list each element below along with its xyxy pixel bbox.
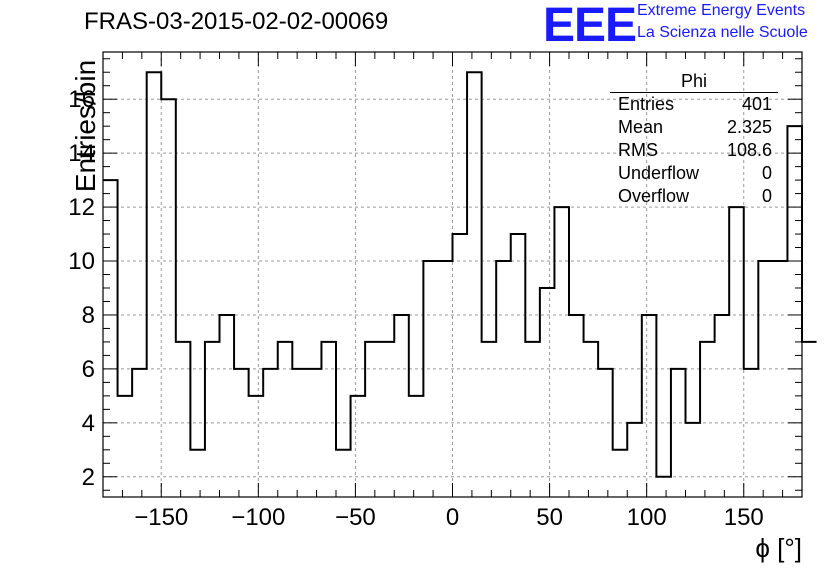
histogram-bin [103,180,118,497]
histogram-bin [394,315,409,497]
histogram-bin [569,315,584,497]
histogram-bin [686,423,701,497]
stats-value: 108.6 [726,140,772,160]
histogram-bin [584,342,599,497]
histogram-bin [627,423,642,497]
histogram-bin [249,396,264,497]
stats-row-mean: Mean 2.325 [610,116,778,139]
x-tick-label: −100 [231,504,285,531]
histogram-bin [758,261,773,497]
y-tick-label: 6 [82,356,95,383]
stats-box: Phi Entries 401 Mean 2.325 RMS 108.6 Und… [610,70,778,208]
logo-text-line2: La Scienza nelle Scuole [637,24,808,41]
histogram-bin [729,207,744,497]
histogram-bin [496,261,511,497]
y-tick-label: 14 [68,140,95,167]
chart-title: FRAS-03-2015-02-02-00069 [84,8,389,35]
stats-row-overflow: Overflow 0 [610,185,778,208]
stats-value: 0 [761,163,772,183]
histogram-bin [321,342,336,497]
stats-label: Mean [618,117,664,137]
histogram-bin [554,207,569,497]
histogram-bin [176,342,191,497]
histogram-bin [467,72,482,497]
histogram-bin [656,477,671,497]
histogram-bin [307,369,322,497]
histogram-bin [642,315,657,497]
histogram-outline [103,71,817,478]
x-tick-label: 0 [446,504,459,531]
x-axis-label: ϕ [°] [755,533,802,563]
histogram-bin [263,369,278,497]
histogram-bin [351,396,366,497]
x-tick-label: 150 [724,504,764,531]
histogram-bin [205,342,220,497]
histogram-bin [161,99,176,497]
x-tick-label: 50 [536,504,563,531]
histogram-bin [278,342,293,497]
histogram-bin [132,369,147,497]
x-tick-label: −150 [134,504,188,531]
y-tick-label: 12 [68,194,95,221]
histogram-bin [744,369,759,497]
histogram-bin [598,369,613,497]
stats-label: RMS [618,140,658,160]
stats-label: Entries [618,94,675,114]
histogram-bin [292,369,307,497]
histogram-bin [438,261,453,497]
histogram-bin [773,261,788,497]
y-tick-label: 10 [68,248,95,275]
histogram-bin [409,396,424,497]
y-tick-label: 2 [82,464,95,491]
histogram-bin [671,369,686,497]
histogram-bin [540,288,555,497]
x-tick-label: 100 [627,504,667,531]
y-tick-label: 4 [82,410,95,437]
histogram-bin [365,342,380,497]
stats-label: Underflow [618,163,700,183]
stats-value: 2.325 [726,117,772,137]
stats-title: Phi [610,70,778,93]
stats-row-entries: Entries 401 [610,93,778,116]
histogram-bin [525,342,540,497]
stats-value: 401 [741,94,772,114]
histogram-bin [220,315,235,497]
histogram-bin [147,72,162,497]
y-tick-label: 16 [68,86,95,113]
x-tick-label: −50 [335,504,376,531]
histogram-bin [336,450,351,497]
histogram-bin [190,450,205,497]
histogram-bin [423,261,438,497]
histogram-bin [118,396,133,497]
histogram-bin [511,234,526,497]
histogram-bin [453,234,468,497]
histogram-bin [380,342,395,497]
histogram-bin [787,126,802,497]
histogram-bin [482,342,497,497]
stats-value: 0 [761,186,772,206]
histogram-bin [700,342,715,497]
stats-label: Overflow [618,186,690,206]
eee-logo: EEE [543,0,637,52]
y-axis-label: Entries/bin [70,59,102,193]
y-tick-label: 8 [82,302,95,329]
histogram-bin [802,342,817,497]
logo-text-line1: Extreme Energy Events [637,2,806,19]
histogram-bin [715,315,730,497]
stats-row-rms: RMS 108.6 [610,139,778,162]
stats-row-underflow: Underflow 0 [610,162,778,185]
histogram-bin [234,369,249,497]
histogram-bin [613,450,628,497]
